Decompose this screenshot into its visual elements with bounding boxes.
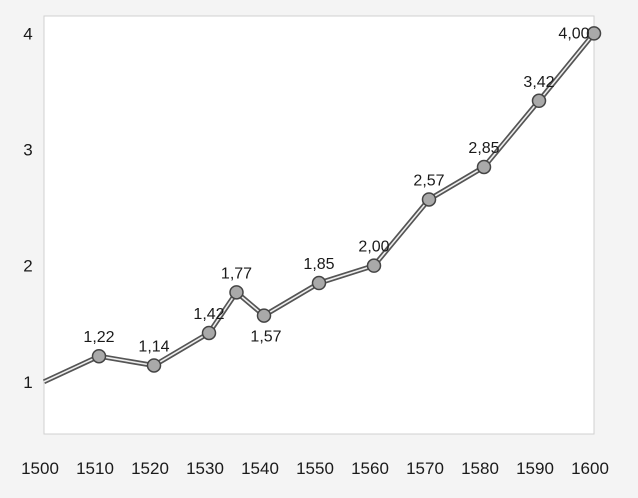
data-label: 1,14 (138, 338, 169, 355)
y-tick-label: 2 (23, 257, 32, 276)
data-point (201, 325, 217, 341)
data-point (421, 192, 437, 207)
data-point (476, 159, 492, 175)
data-label: 1,77 (221, 265, 252, 282)
x-tick-label: 1530 (186, 459, 224, 478)
x-tick-label: 1600 (571, 459, 609, 478)
x-axis-ticks: 1500 1510 1520 1530 1540 1550 1560 1570 1580 1590… (21, 459, 609, 478)
data-label: 4,00 (558, 25, 589, 42)
data-label: 3,42 (523, 74, 554, 91)
x-tick-label: 1510 (76, 459, 114, 478)
x-tick-label: 1590 (516, 459, 554, 478)
x-tick-label: 1500 (21, 459, 59, 478)
series-line (42, 31, 596, 385)
data-label: 1,57 (250, 329, 281, 346)
data-point (256, 308, 272, 323)
x-tick-label: 1580 (461, 459, 499, 478)
data-label: 2,57 (413, 172, 444, 189)
data-point (91, 348, 107, 364)
y-axis-ticks: 1 2 3 4 (23, 24, 32, 391)
data-label: 2,00 (358, 239, 389, 256)
plot-area (43, 15, 595, 435)
x-tick-label: 1550 (296, 459, 334, 478)
y-tick-label: 3 (23, 141, 32, 160)
data-label: 1,22 (83, 329, 114, 346)
data-point (146, 358, 162, 373)
data-point (586, 26, 602, 41)
data-points (91, 26, 602, 373)
x-tick-label: 1570 (406, 459, 444, 478)
data-point (366, 258, 382, 273)
data-labels: 1,22 1,14 1,42 1,77 1,57 1,85 2,00 2,57 2,85 3,42… (83, 25, 589, 355)
data-point (311, 275, 327, 291)
y-tick-label: 1 (23, 373, 32, 392)
series-line-inner (43, 32, 595, 383)
x-tick-label: 1540 (241, 459, 279, 478)
x-tick-label: 1560 (351, 459, 389, 478)
x-tick-label: 1520 (131, 459, 169, 478)
data-point (229, 285, 244, 300)
data-point (531, 93, 547, 109)
data-label: 2,85 (468, 140, 499, 157)
data-label: 1,85 (303, 256, 334, 273)
data-label: 1,42 (193, 306, 224, 323)
y-tick-label: 4 (23, 24, 32, 43)
